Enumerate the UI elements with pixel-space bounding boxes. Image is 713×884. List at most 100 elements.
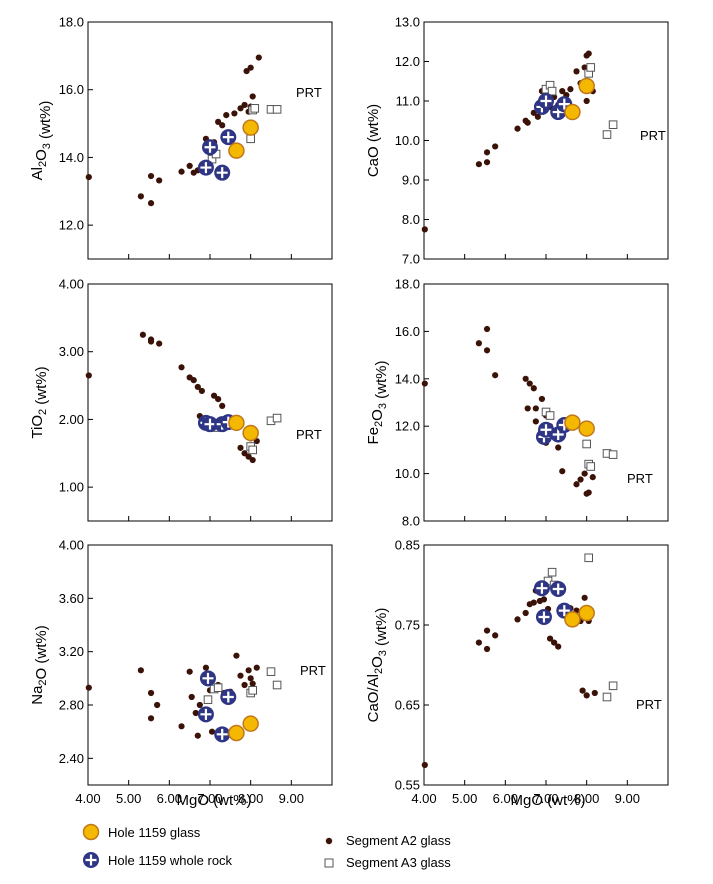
a2-glass-point [585, 489, 592, 496]
y-tick-label: 3.20 [59, 644, 84, 659]
y-tick-label: 12.0 [395, 419, 420, 434]
a2-glass-point [583, 692, 590, 699]
a2-glass-point [194, 383, 201, 391]
a3-glass-point [266, 667, 276, 676]
y-tick-label: 8.0 [402, 514, 420, 529]
a3-glass-point [547, 567, 557, 577]
a2-glass-point [233, 652, 240, 659]
y-tick-label: 14.0 [59, 150, 84, 165]
a2-glass-point [210, 392, 218, 399]
plot-frame [87, 283, 333, 522]
a2-glass-point [247, 64, 254, 71]
legend-label: Segment A3 glass [346, 855, 451, 870]
a2-glass-point [532, 405, 539, 412]
y-tick-label: 14.0 [395, 371, 420, 386]
prt-annotation: PRT [627, 471, 653, 486]
hole-glass-point [564, 414, 581, 431]
a2-glass-point [573, 481, 580, 488]
a2-glass-point [421, 226, 428, 233]
hole-glass-point [564, 103, 581, 121]
a2-glass-point [202, 664, 210, 671]
hole-rock-point [197, 159, 214, 176]
a2-glass-point [559, 468, 566, 475]
a2-glass-point [526, 380, 533, 387]
a2-glass-point [559, 88, 566, 95]
a3-glass-point [586, 63, 596, 72]
a2-glass-point [483, 627, 491, 634]
chart-panel: 0.55 0.65 0.75 0.85 4.00 5.00 6.00 7.00 8.00 9.00… [365, 538, 669, 806]
a2-glass-point [567, 86, 574, 93]
chart-panel: 8.0 10.0 12.0 14.0 16.0 18.0 Fe2O3 (wt%) PRT [365, 277, 669, 529]
y-tick-label: 10.0 [395, 466, 420, 481]
y-tick-label: 18.0 [395, 277, 420, 292]
hole-rock-point [214, 726, 231, 743]
hole-glass-point [578, 604, 595, 622]
legend-label: Segment A2 glass [346, 833, 451, 848]
a3-glass-point [248, 445, 257, 455]
a2-glass-point [186, 162, 193, 169]
legend-hole-glass: Hole 1159 glass [82, 823, 200, 841]
x-tick-label: 5.00 [116, 791, 141, 806]
y-tick-label: 11.0 [396, 94, 420, 109]
a2-glass-point [223, 112, 230, 119]
a3-glass-point [586, 462, 596, 471]
y-axis-label: CaO/Al2O3 (wt%) [365, 608, 390, 723]
a2-glass-point [475, 340, 482, 347]
x-axis-label-right: MgO (wt%) [510, 792, 586, 809]
hole-glass-point [578, 77, 595, 95]
a2-glass-point [483, 645, 491, 653]
a2-glass-point [421, 380, 428, 387]
glass-marker-icon [82, 823, 100, 841]
x-tick-label: 4.00 [75, 791, 100, 806]
hole-rock-point [538, 421, 554, 438]
y-axis-label: Na2O (wt%) [29, 625, 50, 704]
a3-glass-point [608, 120, 618, 130]
a2-glass-point [147, 338, 155, 345]
a3-glass-point [250, 104, 260, 113]
a2-glass-point [492, 632, 499, 639]
a2-glass-point [589, 474, 596, 481]
chart-panel: 12.0 14.0 16.0 18.0 Al2O3 (wt%) PRT [29, 15, 333, 260]
y-tick-label: 13.0 [395, 15, 420, 30]
a2-glass-point [231, 110, 238, 117]
a2-glass-point [581, 470, 588, 477]
a2-glass-point [591, 689, 598, 697]
hole-rock-point [538, 93, 554, 109]
hole-glass-point [228, 724, 245, 742]
a2-glass-point [178, 168, 185, 175]
a3-glass-point [213, 683, 223, 692]
a2-glass-point [546, 635, 554, 642]
hole-glass-point [578, 420, 595, 437]
a2-glass-point [492, 143, 499, 150]
x-tick-label: 5.00 [452, 791, 477, 806]
hole-glass-point [242, 424, 259, 442]
a2-glass-point [245, 667, 252, 674]
y-tick-label: 0.55 [395, 778, 420, 793]
a2-glass-point [196, 701, 203, 709]
a2-glass-point [522, 609, 529, 617]
plot-frame [423, 21, 669, 260]
a2-glass-point [483, 347, 491, 354]
a2-glass-point [585, 50, 592, 57]
y-tick-label: 9.0 [402, 173, 420, 188]
plot-frame [87, 544, 333, 786]
a2-glass-point [215, 396, 222, 403]
y-tick-label: 2.80 [59, 698, 84, 713]
a2-glass-point [492, 372, 499, 379]
a2-glass-point [137, 193, 144, 200]
y-tick-label: 18.0 [59, 15, 84, 30]
y-tick-label: 3.00 [59, 344, 84, 359]
y-tick-label: 1.00 [59, 480, 84, 495]
a2-glass-point [219, 122, 226, 129]
hole-rock-point [533, 580, 550, 597]
hole-rock-point [535, 609, 552, 625]
a3-glass-point [608, 681, 618, 691]
y-tick-label: 7.0 [402, 252, 420, 267]
a2-marker-icon [325, 837, 333, 844]
a2-glass-point [483, 159, 491, 166]
a3-glass-point [248, 686, 257, 695]
a2-glass-point [524, 405, 531, 412]
x-tick-label: 7.00 [197, 791, 222, 806]
a2-glass-point [85, 173, 92, 181]
